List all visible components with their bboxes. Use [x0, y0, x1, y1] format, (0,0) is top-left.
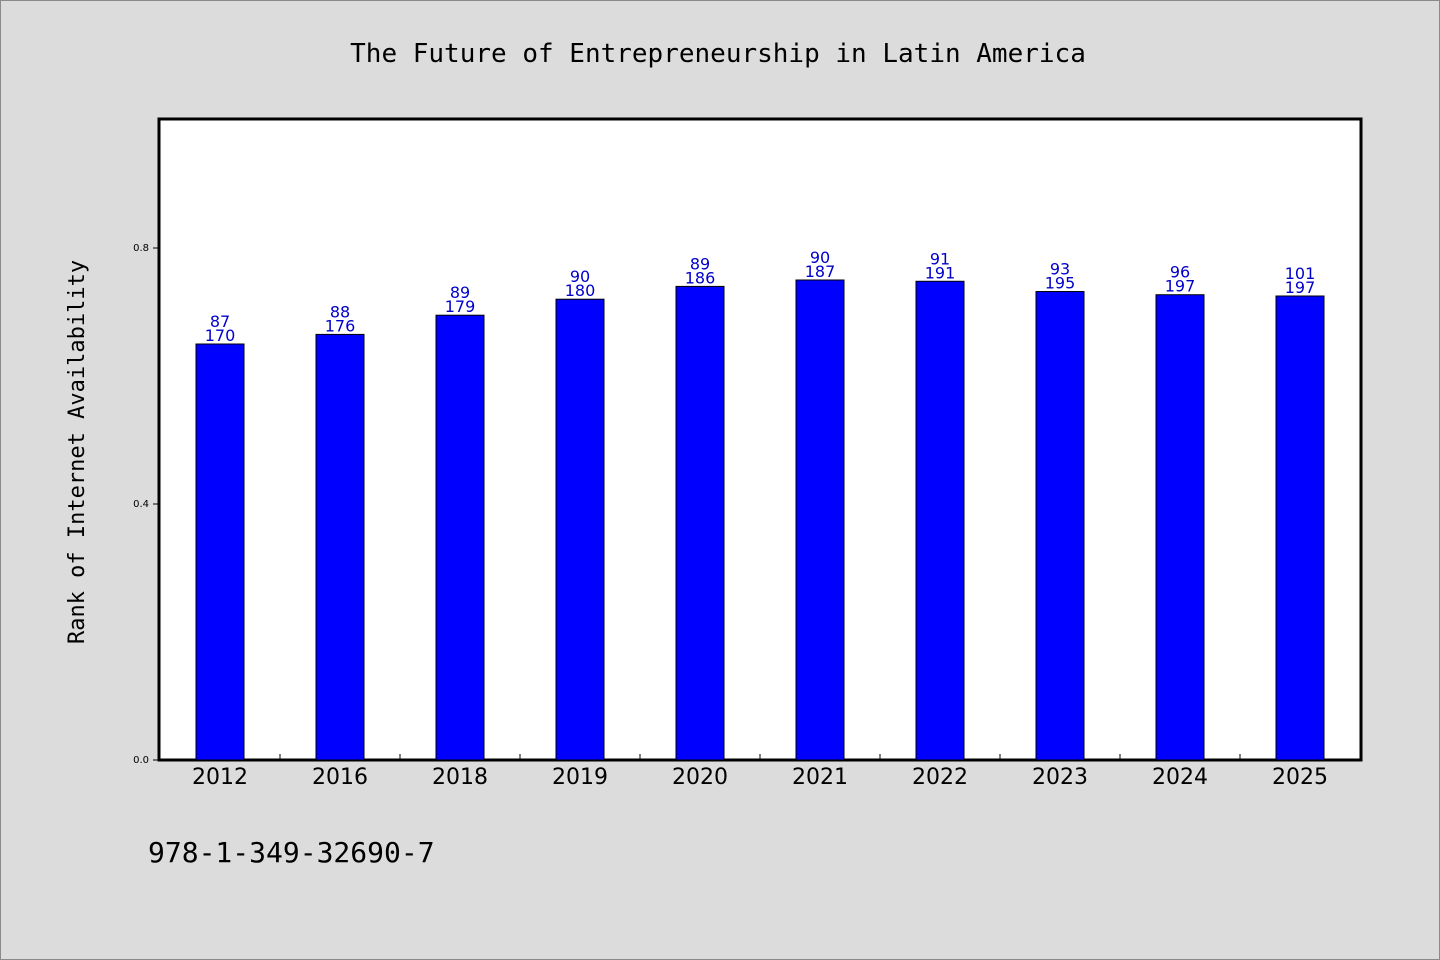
bar: [1155, 294, 1205, 761]
data-label-bottom: 170: [205, 326, 236, 345]
bar: [1035, 291, 1085, 761]
data-label-bottom: 191: [925, 263, 956, 282]
bar: [555, 298, 605, 761]
data-label-bottom: 179: [445, 297, 476, 316]
x-tick-label: 2022: [912, 765, 968, 790]
x-tick-label: 2023: [1032, 765, 1088, 790]
data-label-bottom: 197: [1165, 277, 1196, 296]
y-axis-title: Rank of Internet Availability: [65, 260, 90, 644]
data-label-top: 101: [1285, 264, 1316, 283]
data-label-top: 91: [930, 249, 950, 268]
x-tick-label: 2016: [312, 765, 368, 790]
data-label-bottom: 195: [1045, 274, 1076, 293]
y-tick-label: 0.0: [133, 755, 149, 766]
data-label-top: 90: [810, 248, 830, 267]
bar: [915, 280, 965, 761]
data-label-top: 90: [570, 267, 590, 286]
bar: [435, 314, 485, 761]
data-label-top: 93: [1050, 260, 1070, 279]
bar: [795, 279, 845, 761]
data-label-top: 88: [330, 302, 350, 321]
data-label-top: 87: [210, 312, 230, 331]
y-axis: 0.0 0.4 0.8: [133, 243, 160, 766]
bar: [1275, 295, 1325, 761]
bar: [315, 333, 365, 761]
data-label-bottom: 176: [325, 316, 356, 335]
y-tick-label: 0.8: [133, 243, 149, 254]
data-label-bottom: 180: [565, 281, 596, 300]
data-label-top: 96: [1170, 263, 1190, 282]
bar: [195, 343, 245, 761]
x-tick-label: 2021: [792, 765, 848, 790]
chart-title: The Future of Entrepreneurship in Latin …: [350, 39, 1086, 69]
x-axis: 2012 2016 2018 2019 2020 2021 2022 2023 2024 2025: [192, 754, 1328, 790]
data-label-bottom: 197: [1285, 278, 1316, 297]
footer-code: 978-1-349-32690-7: [148, 836, 435, 869]
x-tick-label: 2012: [192, 765, 248, 790]
data-label-top: 89: [450, 283, 470, 302]
data-label-top: 89: [690, 254, 710, 273]
x-tick-label: 2019: [552, 765, 608, 790]
bar: [675, 285, 725, 761]
x-tick-label: 2024: [1152, 765, 1208, 790]
bars-group: [195, 279, 1325, 761]
x-tick-label: 2025: [1272, 765, 1328, 790]
x-tick-label: 2020: [672, 765, 728, 790]
data-label-bottom: 186: [685, 268, 716, 287]
y-tick-label: 0.4: [133, 499, 149, 510]
data-label-bottom: 187: [805, 262, 836, 281]
x-tick-label: 2018: [432, 765, 488, 790]
